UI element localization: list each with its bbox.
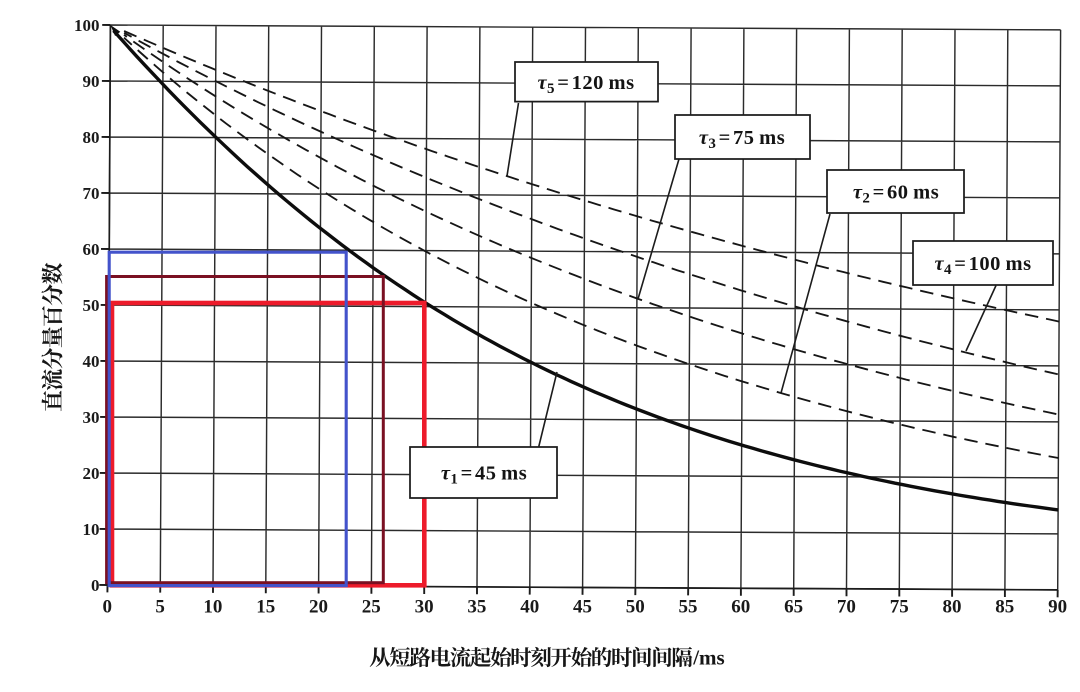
svg-text:40: 40 (83, 352, 100, 371)
svg-text:65: 65 (784, 597, 803, 618)
svg-text:75: 75 (890, 597, 909, 618)
svg-text:80: 80 (943, 597, 962, 618)
svg-text:5: 5 (155, 597, 165, 618)
svg-text:100: 100 (74, 16, 100, 35)
svg-text:τ1 = 45 ms: τ1 = 45 ms (441, 463, 527, 488)
svg-text:80: 80 (83, 128, 100, 147)
svg-text:90: 90 (83, 72, 100, 91)
svg-text:85: 85 (995, 597, 1014, 618)
svg-text:50: 50 (83, 296, 100, 315)
svg-text:20: 20 (83, 464, 100, 483)
svg-text:10: 10 (203, 597, 222, 618)
svg-text:0: 0 (103, 597, 113, 618)
svg-text:25: 25 (362, 597, 381, 618)
svg-text:60: 60 (83, 240, 100, 259)
svg-text:τ4 = 100 ms: τ4 = 100 ms (934, 253, 1031, 278)
svg-text:60: 60 (731, 597, 750, 618)
svg-text:τ2 = 60 ms: τ2 = 60 ms (853, 182, 939, 207)
svg-text:τ5 = 120 ms: τ5 = 120 ms (537, 72, 634, 97)
svg-text:70: 70 (837, 597, 856, 618)
svg-text:0: 0 (91, 576, 100, 595)
svg-text:90: 90 (1048, 597, 1067, 618)
svg-text:15: 15 (256, 597, 275, 618)
svg-text:τ3 = 75 ms: τ3 = 75 ms (699, 127, 785, 152)
svg-text:20: 20 (309, 597, 328, 618)
svg-text:/ms: /ms (692, 646, 725, 670)
svg-text:40: 40 (520, 597, 539, 618)
svg-text:30: 30 (83, 408, 100, 427)
svg-text:10: 10 (83, 520, 100, 539)
svg-text:55: 55 (679, 597, 698, 618)
svg-text:50: 50 (626, 597, 645, 618)
svg-text:70: 70 (83, 184, 100, 203)
svg-text:30: 30 (415, 597, 434, 618)
svg-text:45: 45 (573, 597, 592, 618)
svg-text:35: 35 (467, 597, 486, 618)
